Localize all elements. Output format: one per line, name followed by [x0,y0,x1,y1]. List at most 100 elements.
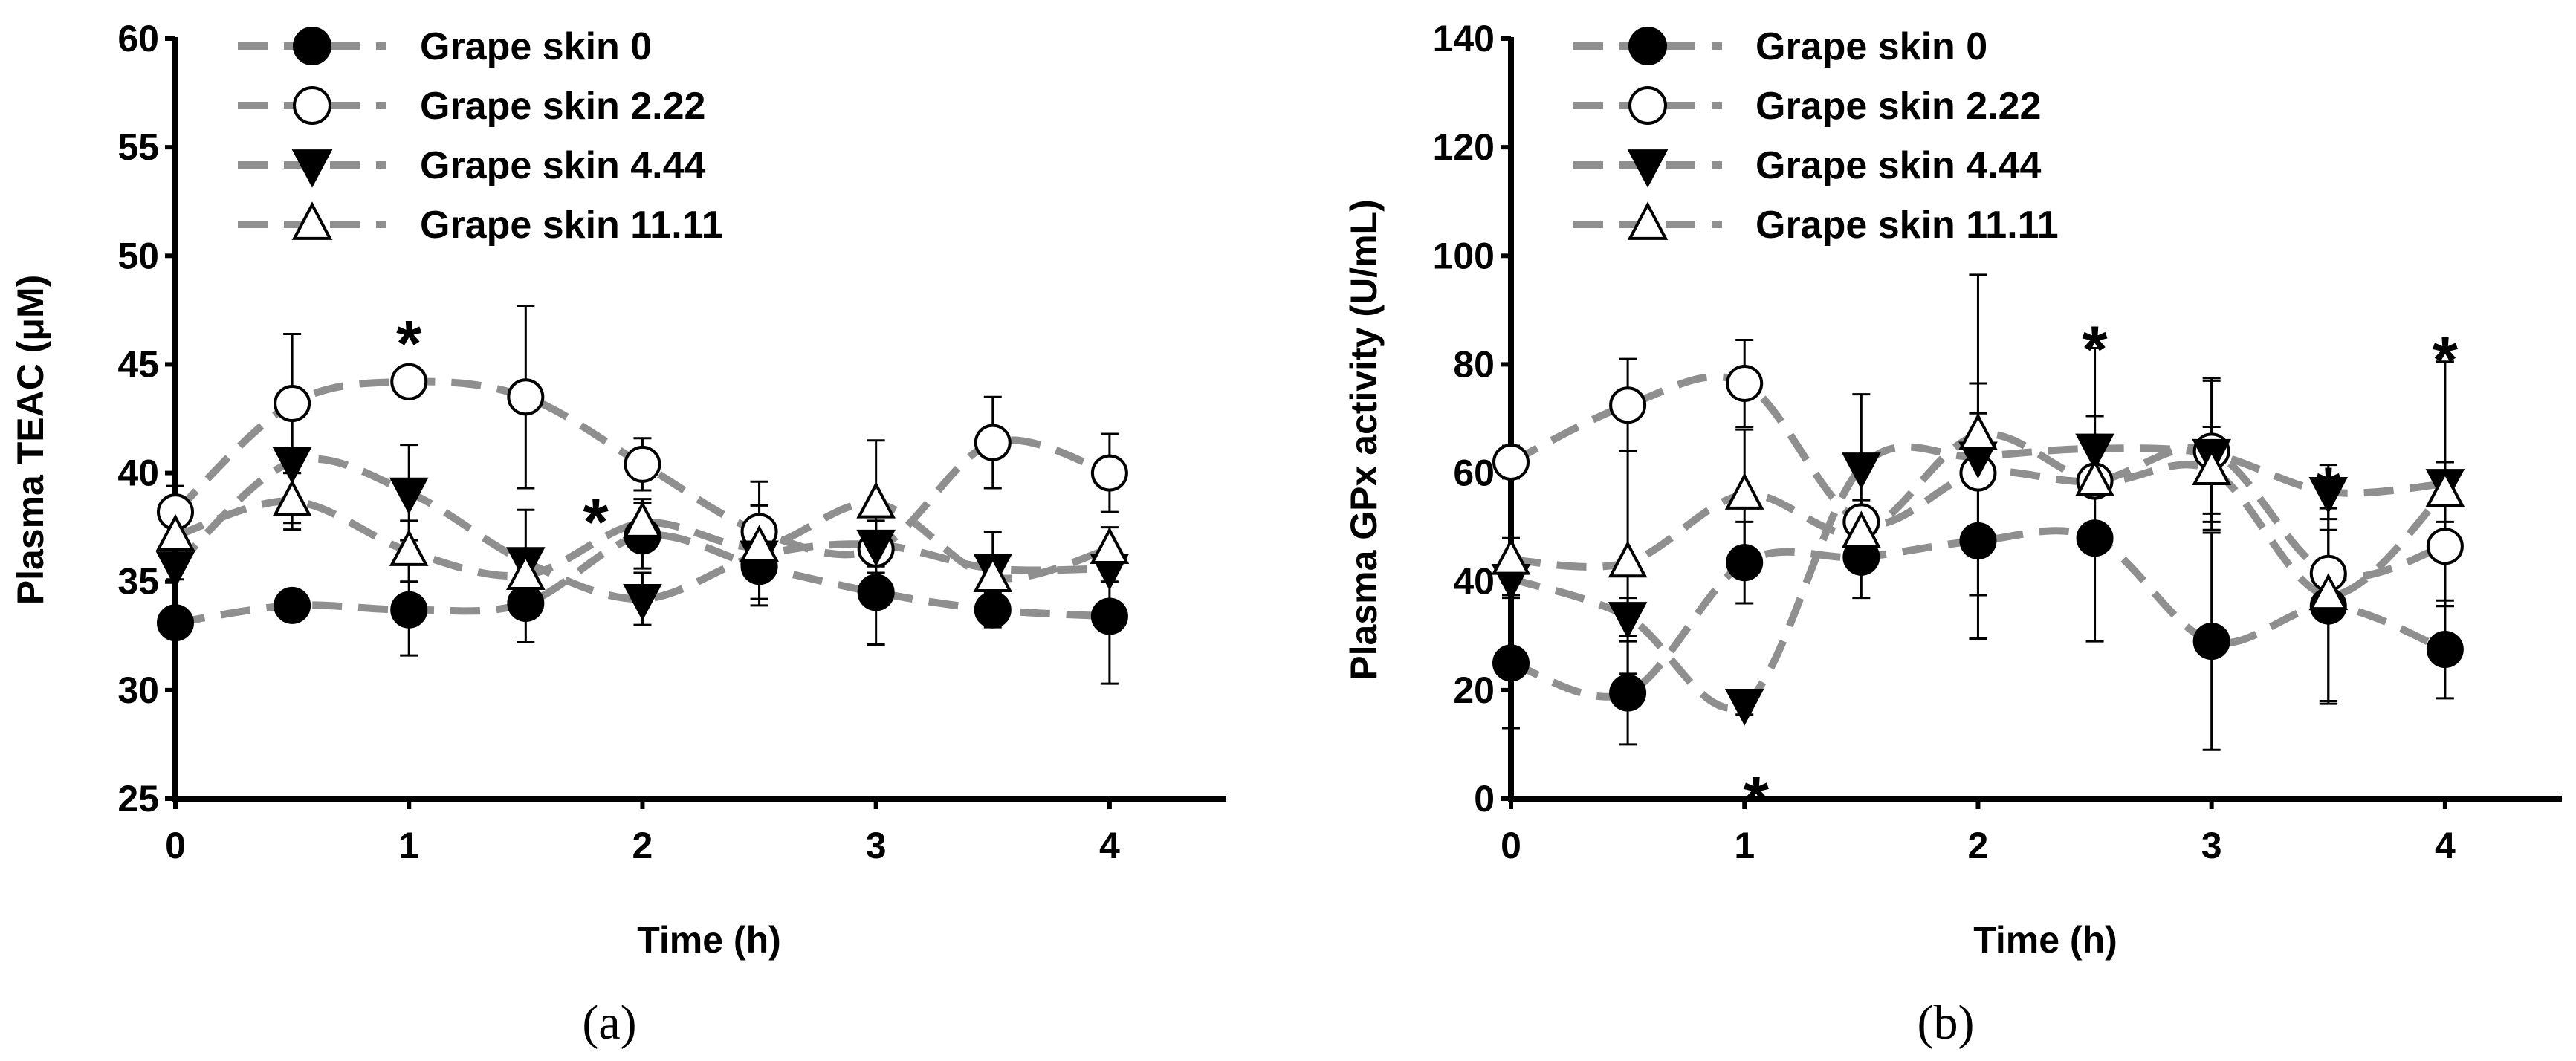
panel-a-xtick-label: 3 [866,825,887,866]
panel-a-data-point [272,478,312,516]
panel-a-data-point [856,529,896,567]
panel-b-legend-item: Grape skin 2.22 [1573,85,2041,128]
panel-a-data-point [390,591,428,629]
panel-b-data-point [1958,412,1998,450]
panel-a-data-point [274,385,311,423]
panel-b-ytick-label: 40 [1453,561,1495,603]
panel-a-ytick-label: 40 [117,452,159,494]
panel-a-label: (a) [582,996,636,1050]
legend-label: Grape skin 11.11 [1755,204,2059,247]
legend-marker [1628,27,1667,65]
panel-b-significance-asterisk: * [1744,762,1770,836]
panel-b-data-point [1608,602,1648,639]
panel-a-ytick-label: 35 [117,561,159,603]
legend-marker [293,27,331,65]
panel-b-xtick-label: 2 [1968,825,1989,866]
legend-label: Grape skin 2.22 [1755,85,2041,128]
panel-b-ytick-label: 0 [1474,778,1495,820]
panel-b-data-point [1724,689,1764,726]
panel-a-data-point [507,378,545,416]
panel-a-data-point [974,591,1012,629]
panel-b-data-point [2192,448,2231,486]
panel-b-legend-item: Grape skin 4.44 [1573,144,2042,188]
panel-b-ytick-label: 20 [1453,669,1495,711]
panel-b-ylabel: Plasma GPx activity (U/mL) [1343,199,1385,680]
panel-a-data-point [856,481,896,519]
panel-b-data-point [1959,522,1997,559]
panel-b-chart: Plasma GPx activity (U/mL) Time (h) (b) … [1343,18,2562,1050]
panel-a-ytick-label: 55 [117,126,159,168]
panel-a-legend-item: Grape skin 11.11 [238,201,723,247]
legend-label: Grape skin 0 [1755,25,1987,68]
panel-b-series-line [1509,443,2446,712]
panel-a-series-line [172,377,1111,559]
panel-b-legend-item: Grape skin 0 [1573,25,1987,68]
legend-label: Grape skin 2.22 [420,85,705,128]
panel-a-data-point [973,555,1013,592]
panel-b-data-point [2425,470,2465,507]
panel-a-data-point [974,424,1012,461]
panel-a-data-point [1090,527,1130,564]
panel-b-data-point [1491,537,1531,575]
legend-label: Grape skin 4.44 [420,144,706,187]
panel-a-legend-item: Grape skin 0 [238,25,652,68]
panel-b-data-point [2075,433,2114,471]
panel-b-data-point [2076,519,2114,557]
panel-a-data-point [389,529,429,566]
panel-a-ytick-label: 50 [117,235,159,276]
panel-b-data-point [1726,544,1764,582]
panel-a-data-point [624,445,661,483]
panel-b-data-point [2075,458,2114,496]
panel-b-ytick-label: 140 [1433,18,1495,59]
panel-b-data-point [1492,644,1530,682]
panel-a-data-point [857,574,895,611]
panel-b-significance-asterisk: * [2082,312,2108,386]
panel-b-significance-asterisk: * [2316,453,2342,527]
panel-a-data-point [740,525,779,562]
panel-a-data-point [389,477,429,515]
panel-a-chart: Plasma TEAC (μM) Time (h) (a) 2530354045… [10,18,1226,1050]
panel-b-data-point [2426,528,2464,565]
panel-a-ytick-label: 30 [117,669,159,711]
panel-b-legend-item: Grape skin 11.11 [1573,201,2059,247]
panel-b-series-line [1510,430,2448,600]
panel-b-data-point [1842,452,1881,490]
panel-b-xtick-label: 4 [2435,825,2456,866]
panel-b-ytick-label: 120 [1433,126,1495,168]
panel-a-xtick-label: 1 [398,825,419,866]
panel-b-data-point [1724,473,1764,510]
panel-b-xlabel: Time (h) [1973,919,2117,961]
panel-a-legend-item: Grape skin 2.22 [238,85,705,128]
panel-b-data-point [2308,477,2349,514]
panel-a-significance-asterisk: * [583,484,609,558]
panel-b-data-point [2308,573,2349,611]
panel-b-xtick-label: 1 [1734,825,1755,866]
panel-a-legend-item: Grape skin 4.44 [238,144,706,188]
panel-a-data-point [506,553,546,591]
panel-b-data-point [1609,386,1647,424]
panel-b-data-point [1609,674,1647,712]
panel-a-data-point [390,363,428,400]
panel-a-data-point [623,583,662,621]
panel-b-data-point [1492,443,1530,481]
panel-a-ytick-label: 45 [117,343,159,385]
panel-b-data-point [1842,510,1881,548]
panel-a-data-point [623,501,662,538]
panel-b-data-point [1726,365,1764,403]
panel-a-data-point [274,586,311,624]
panel-a-series-line [174,497,1111,583]
legend-label: Grape skin 11.11 [420,204,723,247]
panel-a-data-point [272,447,312,484]
panel-a-xtick-label: 2 [632,825,653,866]
panel-a-xtick-label: 4 [1099,825,1120,866]
panel-b-ytick-label: 60 [1453,452,1495,494]
panel-a-data-point [1090,454,1128,492]
panel-b-label: (b) [1918,996,1975,1050]
panel-b-xtick-label: 0 [1501,825,1521,866]
panel-a-data-point [155,551,195,588]
panel-b-ytick-label: 80 [1453,343,1495,385]
panel-a-xtick-label: 0 [165,825,186,866]
panel-a-significance-asterisk: * [396,307,422,380]
panel-b-data-point [1608,540,1648,578]
panel-a-data-point [155,513,195,551]
